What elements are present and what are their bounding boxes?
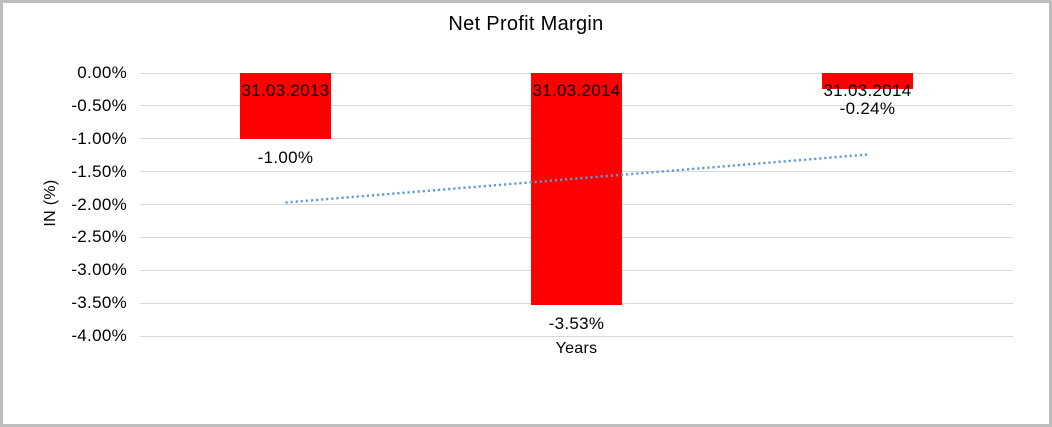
bar-3 [822, 73, 913, 89]
y-axis-tick-label: -1.50% [71, 161, 127, 181]
value-label: -1.00% [257, 147, 314, 167]
y-axis-tick-label: -2.00% [71, 194, 127, 214]
y-axis-tick-label: -1.00% [71, 128, 127, 148]
category-label: 31.03.2013 [241, 81, 330, 100]
category-label: 31.03.2014 [532, 81, 621, 100]
category-label: 31.03.2014 [823, 81, 912, 100]
x-axis-title: Years [555, 340, 598, 357]
y-axis-tick-label: 0.00% [77, 63, 127, 82]
bar-2 [531, 73, 622, 306]
y-axis-tick-label: -3.00% [71, 260, 127, 280]
value-label: -0.24% [839, 99, 896, 118]
bar-1 [240, 73, 331, 139]
y-axis-tick-label: -2.50% [71, 227, 127, 247]
y-axis-tick-label: -3.50% [71, 293, 127, 313]
value-label: -3.53% [548, 314, 605, 334]
y-gridline [140, 335, 1013, 337]
y-axis-tick-label: -0.50% [71, 95, 127, 115]
y-axis-tick-label: -4.00% [71, 326, 127, 345]
chart-title: Net Profit Margin [448, 13, 604, 35]
